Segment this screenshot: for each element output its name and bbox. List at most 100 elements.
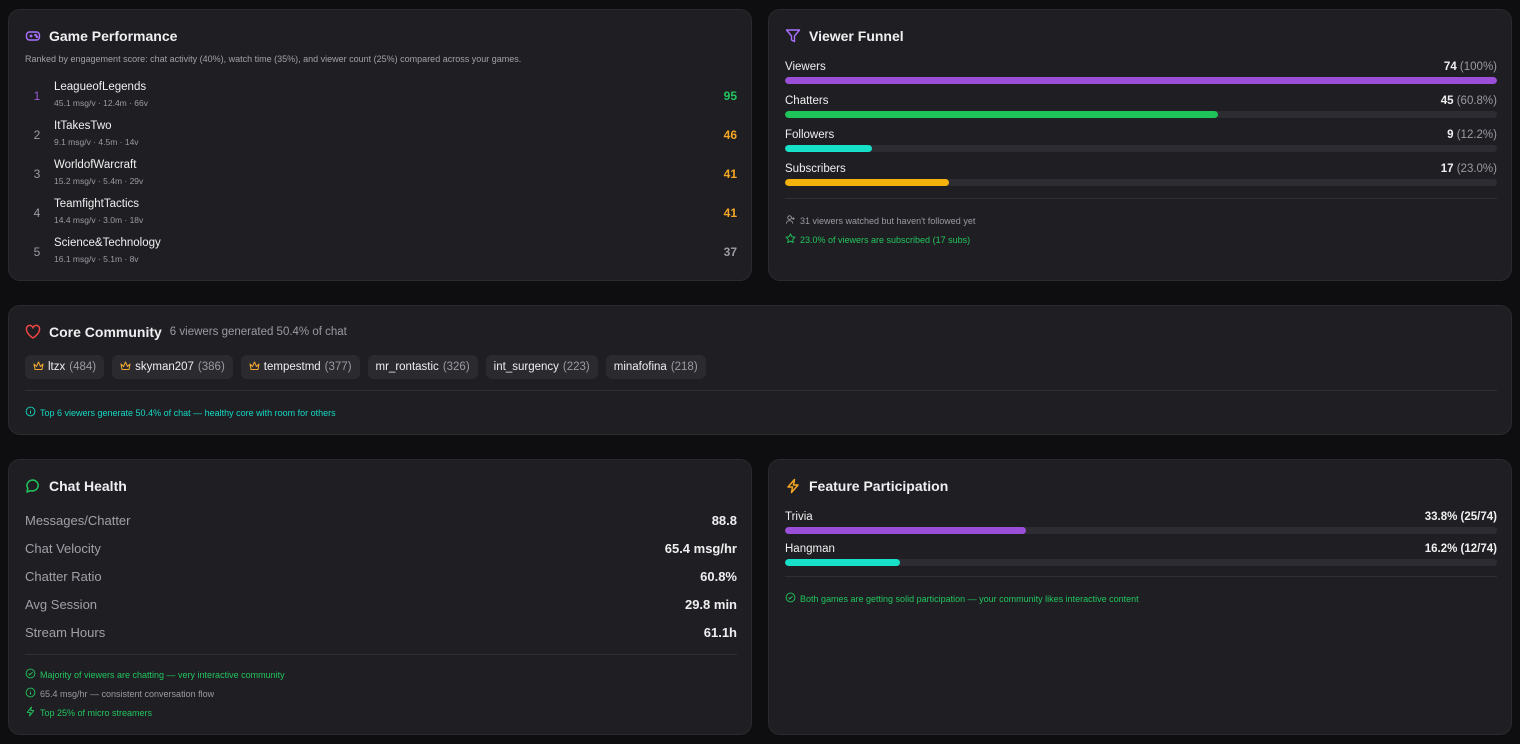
game-rank: 5	[33, 245, 41, 259]
chat-health-metrics: Messages/Chatter 88.8 Chat Velocity 65.4 ms…	[25, 511, 737, 651]
viewer-funnel-card: Viewer Funnel Viewers 74 (100%) Chatters 45…	[768, 9, 1512, 281]
game-row[interactable]: 3 WorldofWarcraft 15.2 msg/v · 5.4m · 29v 4…	[25, 156, 737, 195]
community-note: Top 6 viewers generate 50.4% of chat — h…	[25, 406, 336, 419]
chat-health-note-text: Majority of viewers are chatting — very …	[40, 669, 285, 680]
lightning-icon	[25, 706, 36, 719]
funnel-progress-fill	[785, 77, 1497, 84]
funnel-note-subs: 23.0% of viewers are subscribed (17 subs…	[785, 233, 970, 246]
game-name: LeagueofLegends	[54, 81, 147, 93]
community-member-chip[interactable]: int_surgency (223)	[485, 355, 598, 379]
community-member-list: ltzx (484) skyman207 (386) tempestmd (377) mr_…	[25, 355, 706, 379]
community-member-chip[interactable]: ltzx (484)	[25, 355, 105, 379]
funnel-stage: Viewers 74 (100%)	[785, 61, 1497, 95]
game-score: 37	[723, 245, 737, 259]
community-member-chip[interactable]: minafofina (218)	[605, 355, 706, 379]
feature-progress-fill	[785, 559, 901, 566]
divider	[25, 654, 737, 655]
funnel-stage-value: 9 (12.2%)	[1447, 129, 1497, 141]
member-message-count: (484)	[69, 361, 97, 373]
game-score: 95	[723, 89, 737, 103]
chat-health-title: Chat Health	[49, 478, 127, 494]
metric-value: 29.8 min	[684, 597, 737, 612]
chat-health-note: Majority of viewers are chatting — very …	[25, 668, 285, 681]
funnel-progress-fill	[785, 145, 872, 152]
game-meta: 9.1 msg/v · 4.5m · 14v	[54, 137, 139, 147]
game-performance-header: Game Performance	[25, 28, 177, 44]
feature-label: Trivia	[785, 511, 813, 523]
game-row[interactable]: 1 LeagueofLegends 45.1 msg/v · 12.4m · 66v…	[25, 78, 737, 117]
star-icon	[785, 233, 796, 246]
funnel-stage: Subscribers 17 (23.0%)	[785, 163, 1497, 197]
feature-participation-card: Feature Participation Trivia 33.8% (25/74…	[768, 459, 1512, 735]
funnel-stage-value: 74 (100%)	[1444, 61, 1497, 73]
feature-value: 33.8% (25/74)	[1424, 511, 1497, 523]
funnel-stage-label: Subscribers	[785, 163, 846, 175]
funnel-stage: Followers 9 (12.2%)	[785, 129, 1497, 163]
metric-value: 61.1h	[703, 625, 737, 640]
check-circle-icon	[785, 592, 796, 605]
metric-value: 65.4 msg/hr	[664, 541, 737, 556]
lightning-icon	[785, 478, 801, 494]
core-community-subtitle: 6 viewers generated 50.4% of chat	[169, 326, 347, 338]
game-meta: 16.1 msg/v · 5.1m · 8v	[54, 254, 139, 264]
game-score: 41	[723, 167, 737, 181]
game-rank: 4	[33, 206, 41, 220]
community-member-chip[interactable]: mr_rontastic (326)	[367, 355, 478, 379]
feature-row: Trivia 33.8% (25/74)	[785, 511, 1497, 543]
game-performance-title: Game Performance	[49, 28, 178, 44]
feature-participation-header: Feature Participation	[785, 478, 948, 494]
member-message-count: (223)	[562, 361, 590, 373]
feature-row: Hangman 16.2% (12/74)	[785, 543, 1497, 575]
chat-health-note-text: 65.4 msg/hr — consistent conversation fl…	[40, 688, 215, 699]
funnel-progress-bar	[785, 111, 1497, 118]
funnel-note-text: 23.0% of viewers are subscribed (17 subs…	[800, 234, 971, 245]
chat-health-note-text: Top 25% of micro streamers	[40, 707, 153, 718]
funnel-stage-pct: (60.8%)	[1456, 95, 1497, 107]
core-community-title: Core Community	[49, 324, 162, 340]
feature-progress-bar	[785, 527, 1497, 534]
game-row[interactable]: 5 Science&Technology 16.1 msg/v · 5.1m · 8…	[25, 234, 737, 273]
funnel-progress-fill	[785, 179, 949, 186]
funnel-note-text: 31 viewers watched but haven't followed …	[800, 215, 976, 226]
member-name: int_surgency	[493, 361, 559, 373]
metric-label: Chatter Ratio	[25, 569, 102, 584]
game-meta: 15.2 msg/v · 5.4m · 29v	[54, 176, 144, 186]
chat-health-note: 65.4 msg/hr — consistent conversation fl…	[25, 687, 214, 700]
funnel-stage-count: 45	[1440, 95, 1454, 107]
funnel-stage-count: 74	[1443, 61, 1457, 73]
funnel-stage-pct: (23.0%)	[1456, 163, 1497, 175]
game-meta: 45.1 msg/v · 12.4m · 66v	[54, 98, 149, 108]
funnel-stage-list: Viewers 74 (100%) Chatters 45 (60.8%) Follow…	[785, 61, 1497, 197]
funnel-stage-pct: (12.2%)	[1456, 129, 1497, 141]
funnel-stage-count: 17	[1440, 163, 1454, 175]
game-score: 41	[723, 206, 737, 220]
feature-list: Trivia 33.8% (25/74) Hangman 16.2% (12/74)	[785, 511, 1497, 575]
member-message-count: (377)	[324, 361, 352, 373]
game-name: WorldofWarcraft	[54, 159, 137, 171]
feature-note-text: Both games are getting solid participati…	[800, 593, 1139, 604]
info-icon	[25, 406, 36, 419]
member-name: ltzx	[48, 361, 66, 373]
metric-value: 88.8	[711, 513, 737, 528]
feature-value: 16.2% (12/74)	[1424, 543, 1497, 555]
funnel-stage-value: 17 (23.0%)	[1441, 163, 1497, 175]
member-name: tempestmd	[263, 361, 321, 373]
community-member-chip[interactable]: tempestmd (377)	[240, 355, 360, 379]
divider	[25, 390, 1497, 391]
metric-value: 60.8%	[700, 569, 737, 584]
viewer-funnel-header: Viewer Funnel	[785, 28, 904, 44]
game-row[interactable]: 4 TeamfightTactics 14.4 msg/v · 3.0m · 18v…	[25, 195, 737, 234]
chat-health-note: Top 25% of micro streamers	[25, 706, 152, 719]
game-performance-description: Ranked by engagement score: chat activit…	[25, 54, 522, 64]
metric-label: Chat Velocity	[25, 541, 101, 556]
metric-label: Stream Hours	[25, 625, 106, 640]
game-row[interactable]: 2 ItTakesTwo 9.1 msg/v · 4.5m · 14v 46	[25, 117, 737, 156]
game-list: 1 LeagueofLegends 45.1 msg/v · 12.4m · 66v…	[25, 78, 737, 273]
funnel-stage-label: Viewers	[785, 61, 826, 73]
feature-progress-bar	[785, 559, 1497, 566]
community-member-chip[interactable]: skyman207 (386)	[112, 355, 233, 379]
game-name: Science&Technology	[54, 237, 161, 249]
funnel-stage-count: 9	[1447, 129, 1454, 141]
funnel-stage: Chatters 45 (60.8%)	[785, 95, 1497, 129]
chat-health-header: Chat Health	[25, 478, 127, 494]
